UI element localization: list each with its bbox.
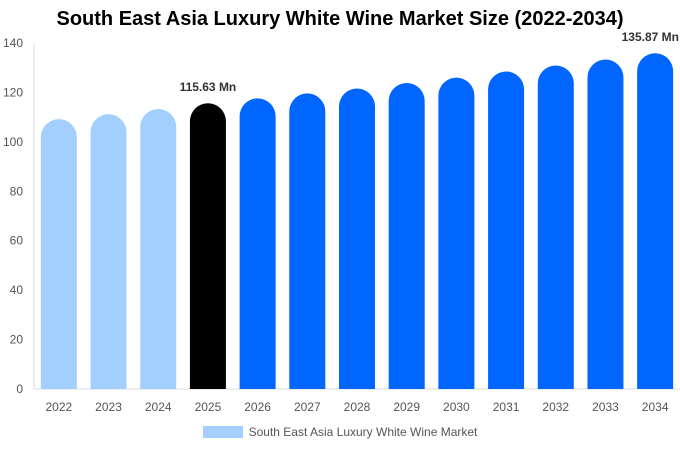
x-tick-label: 2025 [195, 400, 222, 414]
data-label-2025: 115.63 Mn [180, 80, 237, 94]
x-tick-label: 2032 [542, 400, 569, 414]
x-tick-label: 2023 [95, 400, 122, 414]
x-tick-label: 2034 [642, 400, 669, 414]
bar-2028 [339, 88, 375, 389]
bar-2033 [587, 59, 624, 390]
chart-title: South East Asia Luxury White Wine Market… [56, 8, 624, 30]
bar-2027 [289, 93, 326, 389]
bar-2023 [90, 114, 127, 390]
legend: South East Asia Luxury White Wine Market [0, 425, 680, 439]
y-tick-label: 20 [10, 333, 24, 347]
bar-2031 [488, 71, 525, 389]
y-tick-label: 120 [3, 85, 23, 99]
y-tick-label: 140 [3, 36, 23, 50]
bar-2029 [388, 83, 425, 389]
x-tick-label: 2033 [592, 400, 619, 414]
x-tick-label: 2026 [244, 400, 271, 414]
bar-2025 [189, 103, 226, 390]
legend-swatch [202, 426, 243, 438]
bar-2030 [438, 77, 475, 389]
y-tick-label: 100 [3, 135, 23, 149]
x-tick-label: 2031 [493, 400, 520, 414]
x-tick-label: 2024 [145, 400, 172, 414]
y-tick-label: 80 [10, 184, 24, 198]
bar-2024 [140, 108, 177, 389]
x-tick-label: 2030 [443, 400, 470, 414]
bar-2022 [40, 119, 77, 389]
bar-2034 [637, 53, 674, 389]
x-tick-label: 2027 [294, 400, 321, 414]
bar-2026 [239, 98, 276, 390]
y-tick-label: 60 [10, 234, 24, 248]
x-tick-label: 2028 [344, 400, 371, 414]
data-label-2034: 135.87 Mn [622, 30, 679, 44]
x-tick-label: 2029 [393, 400, 420, 414]
legend-label: South East Asia Luxury White Wine Market [248, 425, 478, 439]
bar-2032 [537, 65, 574, 390]
y-tick-label: 40 [10, 283, 24, 297]
y-tick-label: 0 [16, 382, 23, 396]
x-tick-label: 2022 [45, 400, 72, 414]
